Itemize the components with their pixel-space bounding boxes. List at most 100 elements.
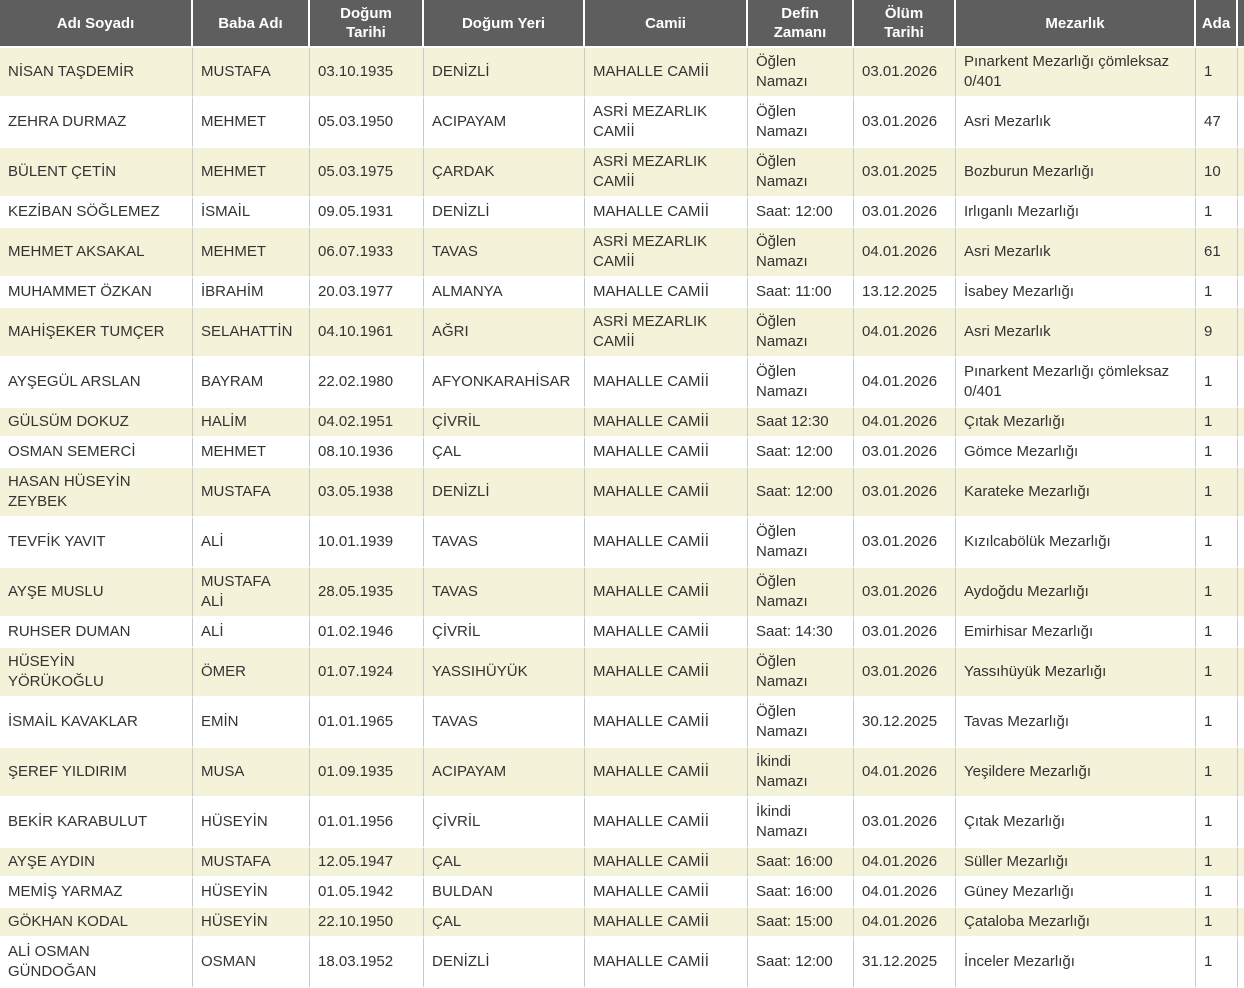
- table-row: İSMAİL KAVAKLAR EMİN 01.01.1965 TAVAS MAHALL…: [0, 698, 1244, 748]
- cell-adi-soyadi: GÜLSÜM DOKUZ: [0, 408, 193, 438]
- cell-defin-zamani: Öğlen Namazı: [748, 358, 854, 408]
- cell-dogum-yeri: TAVAS: [424, 698, 585, 748]
- cell-mezarlik: İsabey Mezarlığı: [956, 278, 1196, 308]
- cell-olum-tarihi: 03.01.2026: [854, 648, 956, 698]
- cell-defin-zamani: Saat: 12:00: [748, 438, 854, 468]
- cell-dogum-tarihi: 06.07.1933: [310, 228, 424, 278]
- cell-camii: MAHALLE CAMİİ: [585, 878, 748, 908]
- cell-defin-zamani: Öğlen Namazı: [748, 648, 854, 698]
- cell-overflow: [1238, 228, 1244, 278]
- cell-olum-tarihi: 03.01.2026: [854, 198, 956, 228]
- cell-camii: ASRİ MEZARLIK CAMİİ: [585, 98, 748, 148]
- cell-overflow: [1238, 408, 1244, 438]
- cell-overflow: [1238, 698, 1244, 748]
- cell-overflow: [1238, 908, 1244, 938]
- cell-adi-soyadi: MAHİŞEKER TUMÇER: [0, 308, 193, 358]
- table-body: NİSAN TAŞDEMİR MUSTAFA 03.10.1935 DENİZLİ MA…: [0, 48, 1244, 988]
- cell-dogum-tarihi: 01.05.1942: [310, 878, 424, 908]
- cell-mezarlik: Çataloba Mezarlığı: [956, 908, 1196, 938]
- cell-mezarlik: Pınarkent Mezarlığı çömleksaz 0/401: [956, 48, 1196, 98]
- cell-overflow: [1238, 618, 1244, 648]
- cell-dogum-tarihi: 20.03.1977: [310, 278, 424, 308]
- cell-defin-zamani: Saat 12:30: [748, 408, 854, 438]
- cell-olum-tarihi: 03.01.2026: [854, 518, 956, 568]
- cell-defin-zamani: Öğlen Namazı: [748, 148, 854, 198]
- cell-overflow: [1238, 848, 1244, 878]
- cell-olum-tarihi: 03.01.2026: [854, 568, 956, 618]
- cell-mezarlik: Karateke Mezarlığı: [956, 468, 1196, 518]
- cell-dogum-tarihi: 01.01.1965: [310, 698, 424, 748]
- cell-overflow: [1238, 438, 1244, 468]
- cell-dogum-tarihi: 10.01.1939: [310, 518, 424, 568]
- cell-ada: 1: [1196, 48, 1238, 98]
- cell-dogum-yeri: TAVAS: [424, 228, 585, 278]
- cell-dogum-yeri: ÇİVRİL: [424, 618, 585, 648]
- cell-mezarlik: Gömce Mezarlığı: [956, 438, 1196, 468]
- cell-overflow: [1238, 308, 1244, 358]
- cell-dogum-yeri: ÇARDAK: [424, 148, 585, 198]
- table-row: MEMİŞ YARMAZ HÜSEYİN 01.05.1942 BULDAN MAHAL…: [0, 878, 1244, 908]
- cell-defin-zamani: Öğlen Namazı: [748, 48, 854, 98]
- table-row: ZEHRA DURMAZ MEHMET 05.03.1950 ACIPAYAM ASRİ…: [0, 98, 1244, 148]
- cell-defin-zamani: İkindi Namazı: [748, 748, 854, 798]
- cell-overflow: [1238, 938, 1244, 988]
- cell-mezarlik: Çıtak Mezarlığı: [956, 408, 1196, 438]
- cell-olum-tarihi: 04.01.2026: [854, 228, 956, 278]
- cell-baba-adi: MUSTAFA ALİ: [193, 568, 310, 618]
- cell-dogum-yeri: ACIPAYAM: [424, 748, 585, 798]
- cell-camii: MAHALLE CAMİİ: [585, 908, 748, 938]
- cell-dogum-tarihi: 01.01.1956: [310, 798, 424, 848]
- cell-dogum-yeri: DENİZLİ: [424, 468, 585, 518]
- cell-dogum-yeri: DENİZLİ: [424, 198, 585, 228]
- cell-olum-tarihi: 04.01.2026: [854, 748, 956, 798]
- header-cell-dogum-yeri: Doğum Yeri: [424, 0, 585, 48]
- cell-overflow: [1238, 148, 1244, 198]
- cell-defin-zamani: Saat: 11:00: [748, 278, 854, 308]
- cell-dogum-tarihi: 04.02.1951: [310, 408, 424, 438]
- cell-camii: MAHALLE CAMİİ: [585, 848, 748, 878]
- table-row: HASAN HÜSEYİN ZEYBEK MUSTAFA 03.05.1938 DEN…: [0, 468, 1244, 518]
- cell-dogum-tarihi: 01.02.1946: [310, 618, 424, 648]
- cell-ada: 1: [1196, 698, 1238, 748]
- table-row: ŞEREF YILDIRIM MUSA 01.09.1935 ACIPAYAM MAHA…: [0, 748, 1244, 798]
- header-cell-olum-tarihi: Ölüm Tarihi: [854, 0, 956, 48]
- cell-camii: ASRİ MEZARLIK CAMİİ: [585, 148, 748, 198]
- cell-dogum-tarihi: 03.10.1935: [310, 48, 424, 98]
- cell-camii: MAHALLE CAMİİ: [585, 198, 748, 228]
- table-row: RUHSER DUMAN ALİ 01.02.1946 ÇİVRİL MAHALLE C…: [0, 618, 1244, 648]
- table-row: AYŞEGÜL ARSLAN BAYRAM 22.02.1980 AFYONKARAH…: [0, 358, 1244, 408]
- cell-baba-adi: MUSA: [193, 748, 310, 798]
- cell-camii: ASRİ MEZARLIK CAMİİ: [585, 228, 748, 278]
- cell-dogum-tarihi: 05.03.1950: [310, 98, 424, 148]
- table-row: TEVFİK YAVIT ALİ 10.01.1939 TAVAS MAHALLE CA…: [0, 518, 1244, 568]
- cell-baba-adi: MEHMET: [193, 228, 310, 278]
- cell-defin-zamani: Saat: 14:30: [748, 618, 854, 648]
- cell-mezarlik: Emirhisar Mezarlığı: [956, 618, 1196, 648]
- cell-adi-soyadi: TEVFİK YAVIT: [0, 518, 193, 568]
- cell-dogum-tarihi: 12.05.1947: [310, 848, 424, 878]
- cell-baba-adi: İBRAHİM: [193, 278, 310, 308]
- cell-olum-tarihi: 04.01.2026: [854, 908, 956, 938]
- cell-dogum-yeri: ACIPAYAM: [424, 98, 585, 148]
- cell-adi-soyadi: BÜLENT ÇETİN: [0, 148, 193, 198]
- cell-camii: MAHALLE CAMİİ: [585, 48, 748, 98]
- cell-mezarlik: Yassıhüyük Mezarlığı: [956, 648, 1196, 698]
- cell-ada: 9: [1196, 308, 1238, 358]
- cell-defin-zamani: Öğlen Namazı: [748, 308, 854, 358]
- header-cell-camii: Camii: [585, 0, 748, 48]
- cell-baba-adi: HÜSEYİN: [193, 878, 310, 908]
- cell-dogum-yeri: TAVAS: [424, 568, 585, 618]
- table-row: MEHMET AKSAKAL MEHMET 06.07.1933 TAVAS ASRİ …: [0, 228, 1244, 278]
- cell-ada: 1: [1196, 908, 1238, 938]
- cell-camii: MAHALLE CAMİİ: [585, 438, 748, 468]
- cell-mezarlik: Aydoğdu Mezarlığı: [956, 568, 1196, 618]
- cell-adi-soyadi: AYŞEGÜL ARSLAN: [0, 358, 193, 408]
- table-row: ALİ OSMAN GÜNDOĞAN OSMAN 18.03.1952 DENİZLİ…: [0, 938, 1244, 988]
- cell-ada: 1: [1196, 568, 1238, 618]
- cell-defin-zamani: Öğlen Namazı: [748, 568, 854, 618]
- cell-defin-zamani: Öğlen Namazı: [748, 698, 854, 748]
- cell-ada: 1: [1196, 648, 1238, 698]
- cell-camii: MAHALLE CAMİİ: [585, 748, 748, 798]
- cell-overflow: [1238, 278, 1244, 308]
